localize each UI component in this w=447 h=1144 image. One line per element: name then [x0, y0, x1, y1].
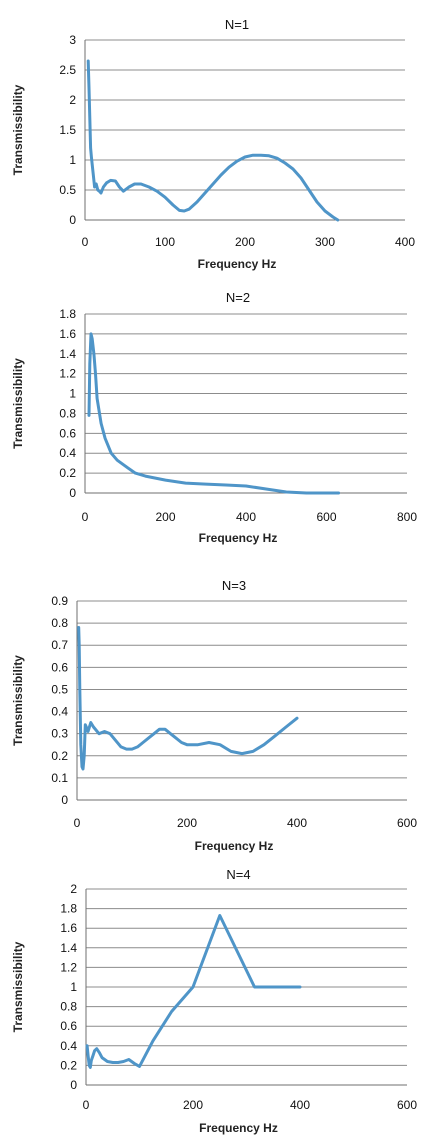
- chart-title: N=3: [222, 578, 246, 593]
- x-tick-label: 300: [315, 235, 335, 249]
- x-axis-label: Frequency Hz: [198, 257, 277, 271]
- y-tick-label: 1.4: [60, 941, 77, 955]
- y-tick-label: 1.6: [60, 921, 77, 935]
- y-tick-label: 0.4: [51, 705, 68, 719]
- y-tick-label: 0: [70, 1078, 77, 1092]
- x-tick-label: 100: [155, 235, 175, 249]
- x-tick-label: 0: [74, 816, 81, 830]
- y-tick-label: 2.5: [59, 63, 76, 77]
- x-tick-label: 0: [82, 235, 89, 249]
- series-line: [86, 59, 340, 222]
- y-tick-label: 0.2: [59, 466, 76, 480]
- y-tick-label: 0.7: [51, 638, 68, 652]
- chart-title: N=1: [225, 17, 249, 32]
- y-tick-label: 1.2: [60, 960, 77, 974]
- chart-title: N=2: [226, 290, 250, 305]
- y-tick-label: 0.2: [60, 1058, 77, 1072]
- y-axis-label: Transmissibility: [11, 84, 25, 175]
- y-tick-label: 0.9: [51, 594, 68, 608]
- y-axis-label: Transmissibility: [11, 941, 25, 1032]
- x-tick-label: 0: [82, 510, 89, 524]
- x-tick-label: 400: [287, 816, 307, 830]
- y-tick-label: 0.5: [51, 682, 68, 696]
- x-tick-label: 400: [236, 510, 256, 524]
- chart-n3: 0 0.1 0.2 0.3 0.4 0.5 0.6 0.7 0.8 0.9 0 200 400 600 N=…: [11, 578, 417, 853]
- y-tick-label: 1: [69, 153, 76, 167]
- y-tick-label: 0: [69, 213, 76, 227]
- y-tick-label: 1.6: [59, 327, 76, 341]
- series-line: [77, 626, 299, 771]
- x-tick-label: 400: [395, 235, 415, 249]
- y-axis-label: Transmissibility: [11, 358, 25, 449]
- x-axis-label: Frequency Hz: [195, 839, 274, 853]
- y-axis-label: Transmissibility: [11, 655, 25, 746]
- chart-n1: 0 0.5 1 1.5 2 2.5 3 0 100 200 300 400 N=1 Frequency H…: [11, 17, 415, 271]
- y-tick-label: 1.4: [59, 347, 76, 361]
- y-tick-label: 0.8: [59, 406, 76, 420]
- y-tick-label: 1: [70, 980, 77, 994]
- y-tick-label: 2: [70, 882, 77, 896]
- y-tick-label: 0: [69, 486, 76, 500]
- y-tick-label: 0.8: [51, 616, 68, 630]
- x-tick-label: 600: [316, 510, 336, 524]
- y-tick-label: 1.2: [59, 367, 76, 381]
- chart-n4: 0 0.2 0.4 0.6 0.8 1 1.2 1.4 1.6 1.8 2 0 200 400 600 N=4…: [11, 867, 417, 1135]
- y-tick-label: 0.5: [59, 183, 76, 197]
- y-tick-label: 0.4: [60, 1039, 77, 1053]
- series-line: [85, 914, 302, 1069]
- x-tick-label: 600: [397, 816, 417, 830]
- y-tick-label: 1.8: [60, 902, 77, 916]
- y-tick-label: 1: [69, 387, 76, 401]
- x-tick-label: 200: [177, 816, 197, 830]
- x-axis-label: Frequency Hz: [199, 1121, 278, 1135]
- y-tick-label: 0.1: [51, 771, 68, 785]
- x-tick-label: 0: [83, 1098, 90, 1112]
- y-tick-label: 0.2: [51, 749, 68, 763]
- chart-title: N=4: [226, 867, 250, 882]
- x-axis-label: Frequency Hz: [199, 531, 278, 545]
- y-tick-label: 0.8: [60, 1000, 77, 1014]
- x-tick-label: 400: [290, 1098, 310, 1112]
- y-tick-label: 2: [69, 93, 76, 107]
- y-tick-label: 0.4: [59, 446, 76, 460]
- y-tick-label: 0: [61, 793, 68, 807]
- x-tick-label: 200: [235, 235, 255, 249]
- series-line: [87, 332, 341, 495]
- y-tick-label: 1.8: [59, 307, 76, 321]
- y-tick-label: 3: [69, 33, 76, 47]
- y-tick-label: 0.6: [51, 660, 68, 674]
- y-tick-label: 0.6: [59, 426, 76, 440]
- x-tick-label: 800: [397, 510, 417, 524]
- y-tick-label: 1.5: [59, 123, 76, 137]
- x-tick-label: 200: [155, 510, 175, 524]
- x-tick-label: 600: [397, 1098, 417, 1112]
- x-tick-label: 200: [183, 1098, 203, 1112]
- chart-n2: 0 0.2 0.4 0.6 0.8 1 1.2 1.4 1.6 1.8 0 200 400 600 800 N…: [11, 290, 417, 545]
- y-tick-label: 0.6: [60, 1019, 77, 1033]
- y-tick-label: 0.3: [51, 727, 68, 741]
